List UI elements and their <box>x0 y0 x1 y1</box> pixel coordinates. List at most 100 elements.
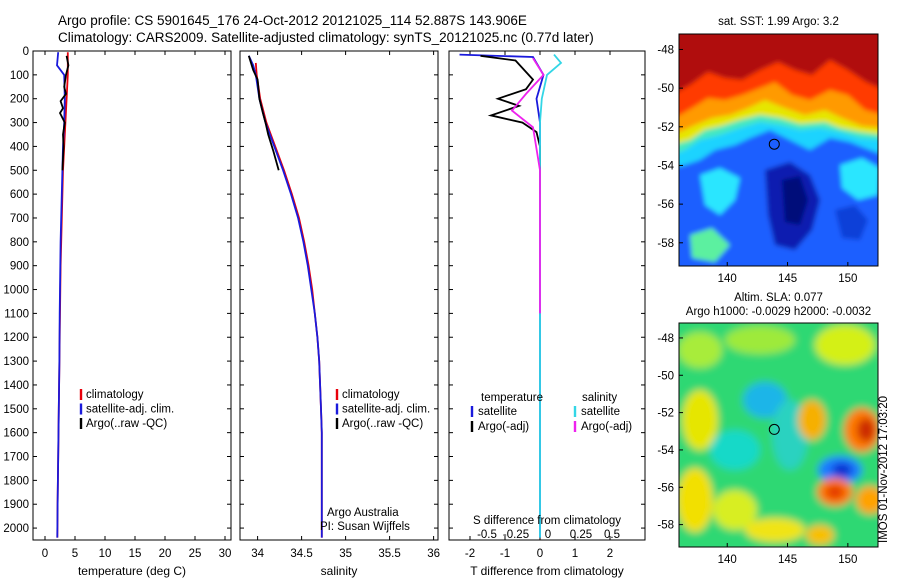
legend-label: climatology <box>342 389 400 401</box>
imos-timestamp: IMOS 01-Nov-2012 17:03:20 <box>878 395 890 543</box>
x-tick-label: 5 <box>72 548 78 560</box>
y-tick-label: 0 <box>23 46 29 58</box>
x-tick-label: 140 <box>718 273 737 285</box>
y-tick-label: 2000 <box>3 523 29 535</box>
plot-frame <box>32 50 232 541</box>
y-tick-label: 1000 <box>3 285 29 297</box>
series-line-1 <box>480 54 541 195</box>
y-tick-label: 700 <box>10 213 29 225</box>
y-tick-label: -58 <box>657 238 674 250</box>
y-tick-label: -58 <box>657 520 674 532</box>
y-tick-label: 1900 <box>3 499 29 511</box>
top-axis-label: S difference from climatology <box>473 515 621 527</box>
y-tick-label: 1600 <box>3 428 29 440</box>
map-title: Altim. SLA: 0.077 <box>734 292 823 304</box>
legend-header-salinity: salinity <box>582 392 617 404</box>
x-tick-label: -2 <box>465 548 475 560</box>
argo-location-marker <box>768 138 780 150</box>
plot-frame <box>448 50 646 541</box>
x-tick-label: 15 <box>129 548 142 560</box>
y-tick-label: 200 <box>10 94 29 106</box>
y-tick-label: -52 <box>657 122 674 134</box>
x-tick-label: 1 <box>572 548 578 560</box>
y-tick-label: 1100 <box>4 308 29 320</box>
x-tick-label: 0 <box>537 548 543 560</box>
x-tick-label: 35 <box>339 548 352 560</box>
top-tick-label: 0.5 <box>604 529 620 541</box>
x-tick-label: 2 <box>607 548 613 560</box>
y-tick-label: -48 <box>657 333 674 345</box>
x-tick-label: 140 <box>718 554 737 566</box>
y-tick-label: 600 <box>10 189 29 201</box>
x-axis-label: temperature (deg C) <box>78 564 186 578</box>
argo-location-marker <box>768 423 780 435</box>
legend-header-temperature: temperature <box>481 392 543 404</box>
x-tick-label: 34 <box>251 548 264 560</box>
legend-label: Argo(-adj) <box>581 421 632 433</box>
figure-title-line-2: Climatology: CARS2009. Satellite-adjuste… <box>58 30 594 45</box>
y-tick-label: 1800 <box>3 475 29 487</box>
y-tick-label: -56 <box>657 199 674 211</box>
sst-map: 140 145 150 -48 -50 -52 -54 -56 -58 sat. SST: 1.9… <box>657 16 879 285</box>
x-tick-label: 10 <box>99 548 112 560</box>
credit-line-2: PI: Susan Wijffels <box>320 521 410 533</box>
top-tick-label: 0.25 <box>570 529 592 541</box>
legend-label: satellite-adj. clim. <box>342 404 430 416</box>
y-tick-label: -50 <box>657 370 674 382</box>
map-title: sat. SST: 1.99 Argo: 3.2 <box>718 16 839 28</box>
legend-label: satellite <box>581 406 620 418</box>
x-tick-label: 150 <box>838 554 857 566</box>
y-tick-label: -54 <box>657 160 674 172</box>
x-tick-label: 36 <box>427 548 440 560</box>
y-tick-label: -48 <box>657 44 674 56</box>
legend-label: climatology <box>86 389 144 401</box>
y-tick-label: 500 <box>10 165 29 177</box>
legend-label: satellite <box>478 406 517 418</box>
y-tick-label: -56 <box>657 482 674 494</box>
y-tick-label: 300 <box>10 118 29 130</box>
x-axis-label: salinity <box>321 564 358 578</box>
x-tick-label: 25 <box>189 548 202 560</box>
difference-panel: -2 -1 0 1 2 T difference from climatology temp… <box>448 50 646 578</box>
y-tick-label: 1200 <box>3 332 29 344</box>
x-tick-label: 145 <box>778 273 797 285</box>
legend-label: Argo(..raw -QC) <box>86 418 167 430</box>
x-tick-label: 34.5 <box>290 548 312 560</box>
y-tick-label: 900 <box>10 261 29 273</box>
figure-title-line-1: Argo profile: CS 5901645_176 24-Oct-2012… <box>58 13 527 28</box>
x-tick-label: 145 <box>778 554 797 566</box>
legend-label: Argo(-adj) <box>478 421 529 433</box>
map-subtitle: Argo h1000: -0.0029 h2000: -0.0032 <box>686 306 871 318</box>
top-tick-label: -0.25 <box>503 529 529 541</box>
sla-map: 140 145 150 -48 -50 -52 -54 -56 -58 Altim. SLA: 0… <box>657 292 879 566</box>
x-tick-label: -1 <box>500 548 510 560</box>
x-axis-label: T difference from climatology <box>470 564 624 578</box>
legend-label: satellite-adj. clim. <box>86 404 174 416</box>
series-line-2 <box>539 54 563 538</box>
series-line-1 <box>56 52 66 538</box>
y-tick-label: 1700 <box>3 452 29 464</box>
top-tick-label: 0 <box>545 529 551 541</box>
y-tick-label: -50 <box>657 83 674 95</box>
y-tick-label: -52 <box>657 408 674 420</box>
x-tick-label: 20 <box>159 548 172 560</box>
credit-line-1: Argo Australia <box>327 507 399 519</box>
y-tick-label: -54 <box>657 445 674 457</box>
y-tick-label: 100 <box>10 70 29 82</box>
y-tick-label: 1300 <box>3 356 29 368</box>
legend-label: Argo(..raw -QC) <box>342 418 423 430</box>
y-tick-label: 1500 <box>3 404 29 416</box>
temperature-panel: 0 5 10 15 20 25 300100200300400500600700800900… <box>3 46 232 578</box>
y-tick-label: 1400 <box>3 380 29 392</box>
series-line-2 <box>58 55 70 171</box>
y-tick-label: 800 <box>10 237 29 249</box>
y-tick-label: 400 <box>10 141 29 153</box>
x-tick-label: 30 <box>219 548 232 560</box>
x-tick-label: 35.5 <box>378 548 400 560</box>
series-line-2 <box>247 55 280 171</box>
top-tick-label: -0.5 <box>477 529 497 541</box>
x-tick-label: 0 <box>42 548 48 560</box>
x-tick-label: 150 <box>838 273 857 285</box>
plot-frame <box>239 50 439 541</box>
